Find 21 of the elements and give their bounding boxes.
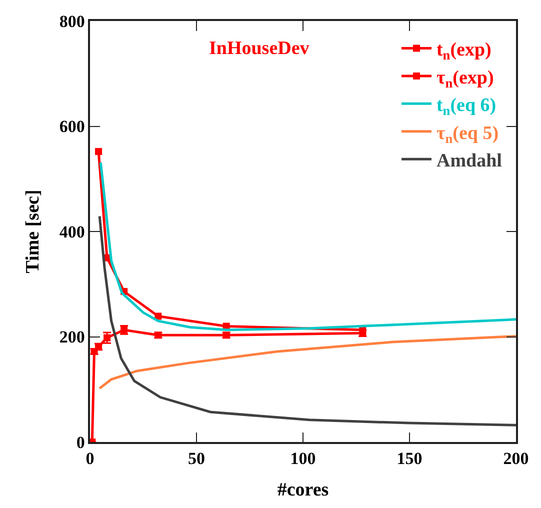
annotation: InHouseDev	[209, 38, 310, 59]
y-tick-label: 800	[59, 12, 85, 31]
line-series	[98, 334, 516, 390]
legend-label: t$_{n}$(exp)	[436, 40, 492, 63]
legend-label: τ$_{n}$(exp)	[436, 67, 494, 90]
y-tick-label: 200	[59, 328, 85, 347]
legend-label: Amdahl	[436, 150, 502, 172]
x-tick-label: 150	[396, 449, 422, 468]
x-tick-label: 100	[290, 449, 316, 468]
y-tick-label: 0	[76, 432, 85, 452]
y-tick-label: 400	[59, 222, 85, 242]
point	[154, 312, 162, 320]
legend-label: t$_{n}$(eq 6)	[436, 95, 496, 118]
legend-label: τ$_{n}$(eq 5)	[436, 122, 499, 146]
y-axis-title: Time [sec]	[22, 190, 44, 274]
y-tick-label: 600	[59, 117, 85, 136]
point	[95, 148, 102, 156]
line-series	[98, 214, 516, 426]
x-tick-label: 50	[188, 449, 205, 468]
x-tick-label: 200	[503, 449, 529, 468]
x-axis-title: #cores	[277, 479, 329, 500]
